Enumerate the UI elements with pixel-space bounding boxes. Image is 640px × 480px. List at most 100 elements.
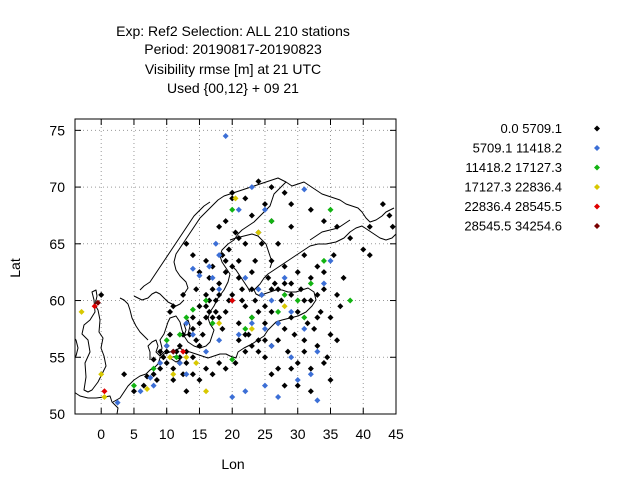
data-point-series-1 [235,274,242,281]
data-point-series-3 [347,297,354,304]
data-point-series-3 [229,206,236,213]
data-point-series-1 [203,365,210,372]
data-point-series-1 [199,331,206,338]
data-point-series-1 [222,257,229,264]
data-point-series-2 [255,286,262,293]
data-point-series-5 [229,297,236,304]
data-point-series-1 [170,303,177,310]
data-point-series-1 [209,371,216,378]
data-point-series-1 [271,280,278,287]
data-point-series-1 [347,235,354,242]
data-point-series-1 [150,356,157,363]
data-point-series-4 [232,195,239,202]
y-tick-label: 55 [49,349,65,365]
data-point-series-2 [176,359,183,366]
data-point-series-1 [235,320,242,327]
data-point-series-1 [261,320,268,327]
data-point-series-4 [166,354,173,361]
legend-label-4: 17127.3 22836.4 [464,180,562,195]
data-point-series-2 [206,263,213,270]
data-point-series-4 [78,308,85,315]
data-point-series-1 [176,342,183,349]
data-point-series-4 [203,388,210,395]
data-point-series-1 [294,382,301,389]
data-point-series-3 [281,291,288,298]
data-point-series-1 [278,297,285,304]
legend-label-6: 28545.5 34254.6 [464,219,562,234]
data-point-series-1 [307,388,314,395]
data-point-series-2 [327,257,334,264]
data-point-series-2 [114,399,121,406]
data-point-series-2 [209,274,216,281]
data-point-series-3 [209,320,216,327]
data-point-series-1 [327,314,334,321]
data-point-series-1 [311,325,318,332]
data-point-series-3 [327,206,334,213]
x-tick-label: 35 [323,426,339,442]
data-point-series-2 [248,320,255,327]
legend-marker-2 [594,145,600,151]
data-point-series-1 [176,354,183,361]
data-point-series-1 [327,376,334,383]
data-point-series-1 [222,269,229,276]
data-point-series-5 [101,388,108,395]
data-point-series-1 [216,223,223,230]
data-point-series-3 [189,306,196,313]
data-point-series-2 [258,291,265,298]
data-point-series-1 [317,308,324,315]
data-point-series-1 [242,303,249,310]
data-point-series-1 [239,286,246,293]
title-line-4: Used {00,12} + 09 21 [167,80,299,96]
data-point-series-1 [334,291,341,298]
data-point-series-1 [261,337,268,344]
data-point-series-1 [242,331,249,338]
data-point-series-1 [232,229,239,236]
title-line-1: Exp: Ref2 Selection: ALL 210 stations [116,23,350,39]
data-point-series-1 [189,325,196,332]
legend-marker-5 [594,203,600,210]
data-point-series-2 [275,320,282,327]
data-point-series-1 [216,291,223,298]
data-point-series-1 [366,223,373,230]
data-point-series-1 [216,280,223,287]
data-point-series-1 [196,376,203,383]
data-point-series-2 [248,184,255,191]
data-point-series-3 [183,314,190,321]
data-point-series-1 [314,314,321,321]
data-point-series-1 [189,314,196,321]
data-point-series-1 [294,269,301,276]
data-point-series-2 [294,376,301,383]
data-point-series-1 [288,280,295,287]
data-point-series-1 [183,359,190,366]
data-point-series-1 [334,223,341,230]
data-point-series-1 [252,257,259,264]
y-tick-label: 75 [49,122,65,138]
data-point-series-1 [320,218,327,225]
data-point-series-1 [140,382,147,389]
data-point-series-2 [147,374,154,381]
data-point-series-3 [294,297,301,304]
data-point-series-3 [163,337,170,344]
data-point-series-2 [157,359,164,366]
data-point-series-5 [91,303,98,310]
data-point-series-4 [216,320,223,327]
data-point-series-4 [183,354,190,361]
data-point-series-3 [229,356,236,363]
data-point-series-4 [170,371,177,378]
data-point-series-1 [307,274,314,281]
data-point-series-3 [320,257,327,264]
data-point-series-2 [196,272,203,279]
data-point-series-1 [130,388,137,395]
data-point-series-1 [157,348,164,355]
data-point-series-2 [268,297,275,304]
legend-label-1: 0.0 5709.1 [501,121,562,136]
data-point-series-1 [258,240,265,247]
data-point-series-1 [340,274,347,281]
data-point-series-1 [314,291,321,298]
data-point-series-2 [314,348,321,355]
data-point-series-1 [288,314,295,321]
data-point-series-1 [206,308,213,315]
legend-marker-3 [594,164,600,171]
data-point-series-2 [288,308,295,315]
data-point-series-2 [261,382,268,389]
